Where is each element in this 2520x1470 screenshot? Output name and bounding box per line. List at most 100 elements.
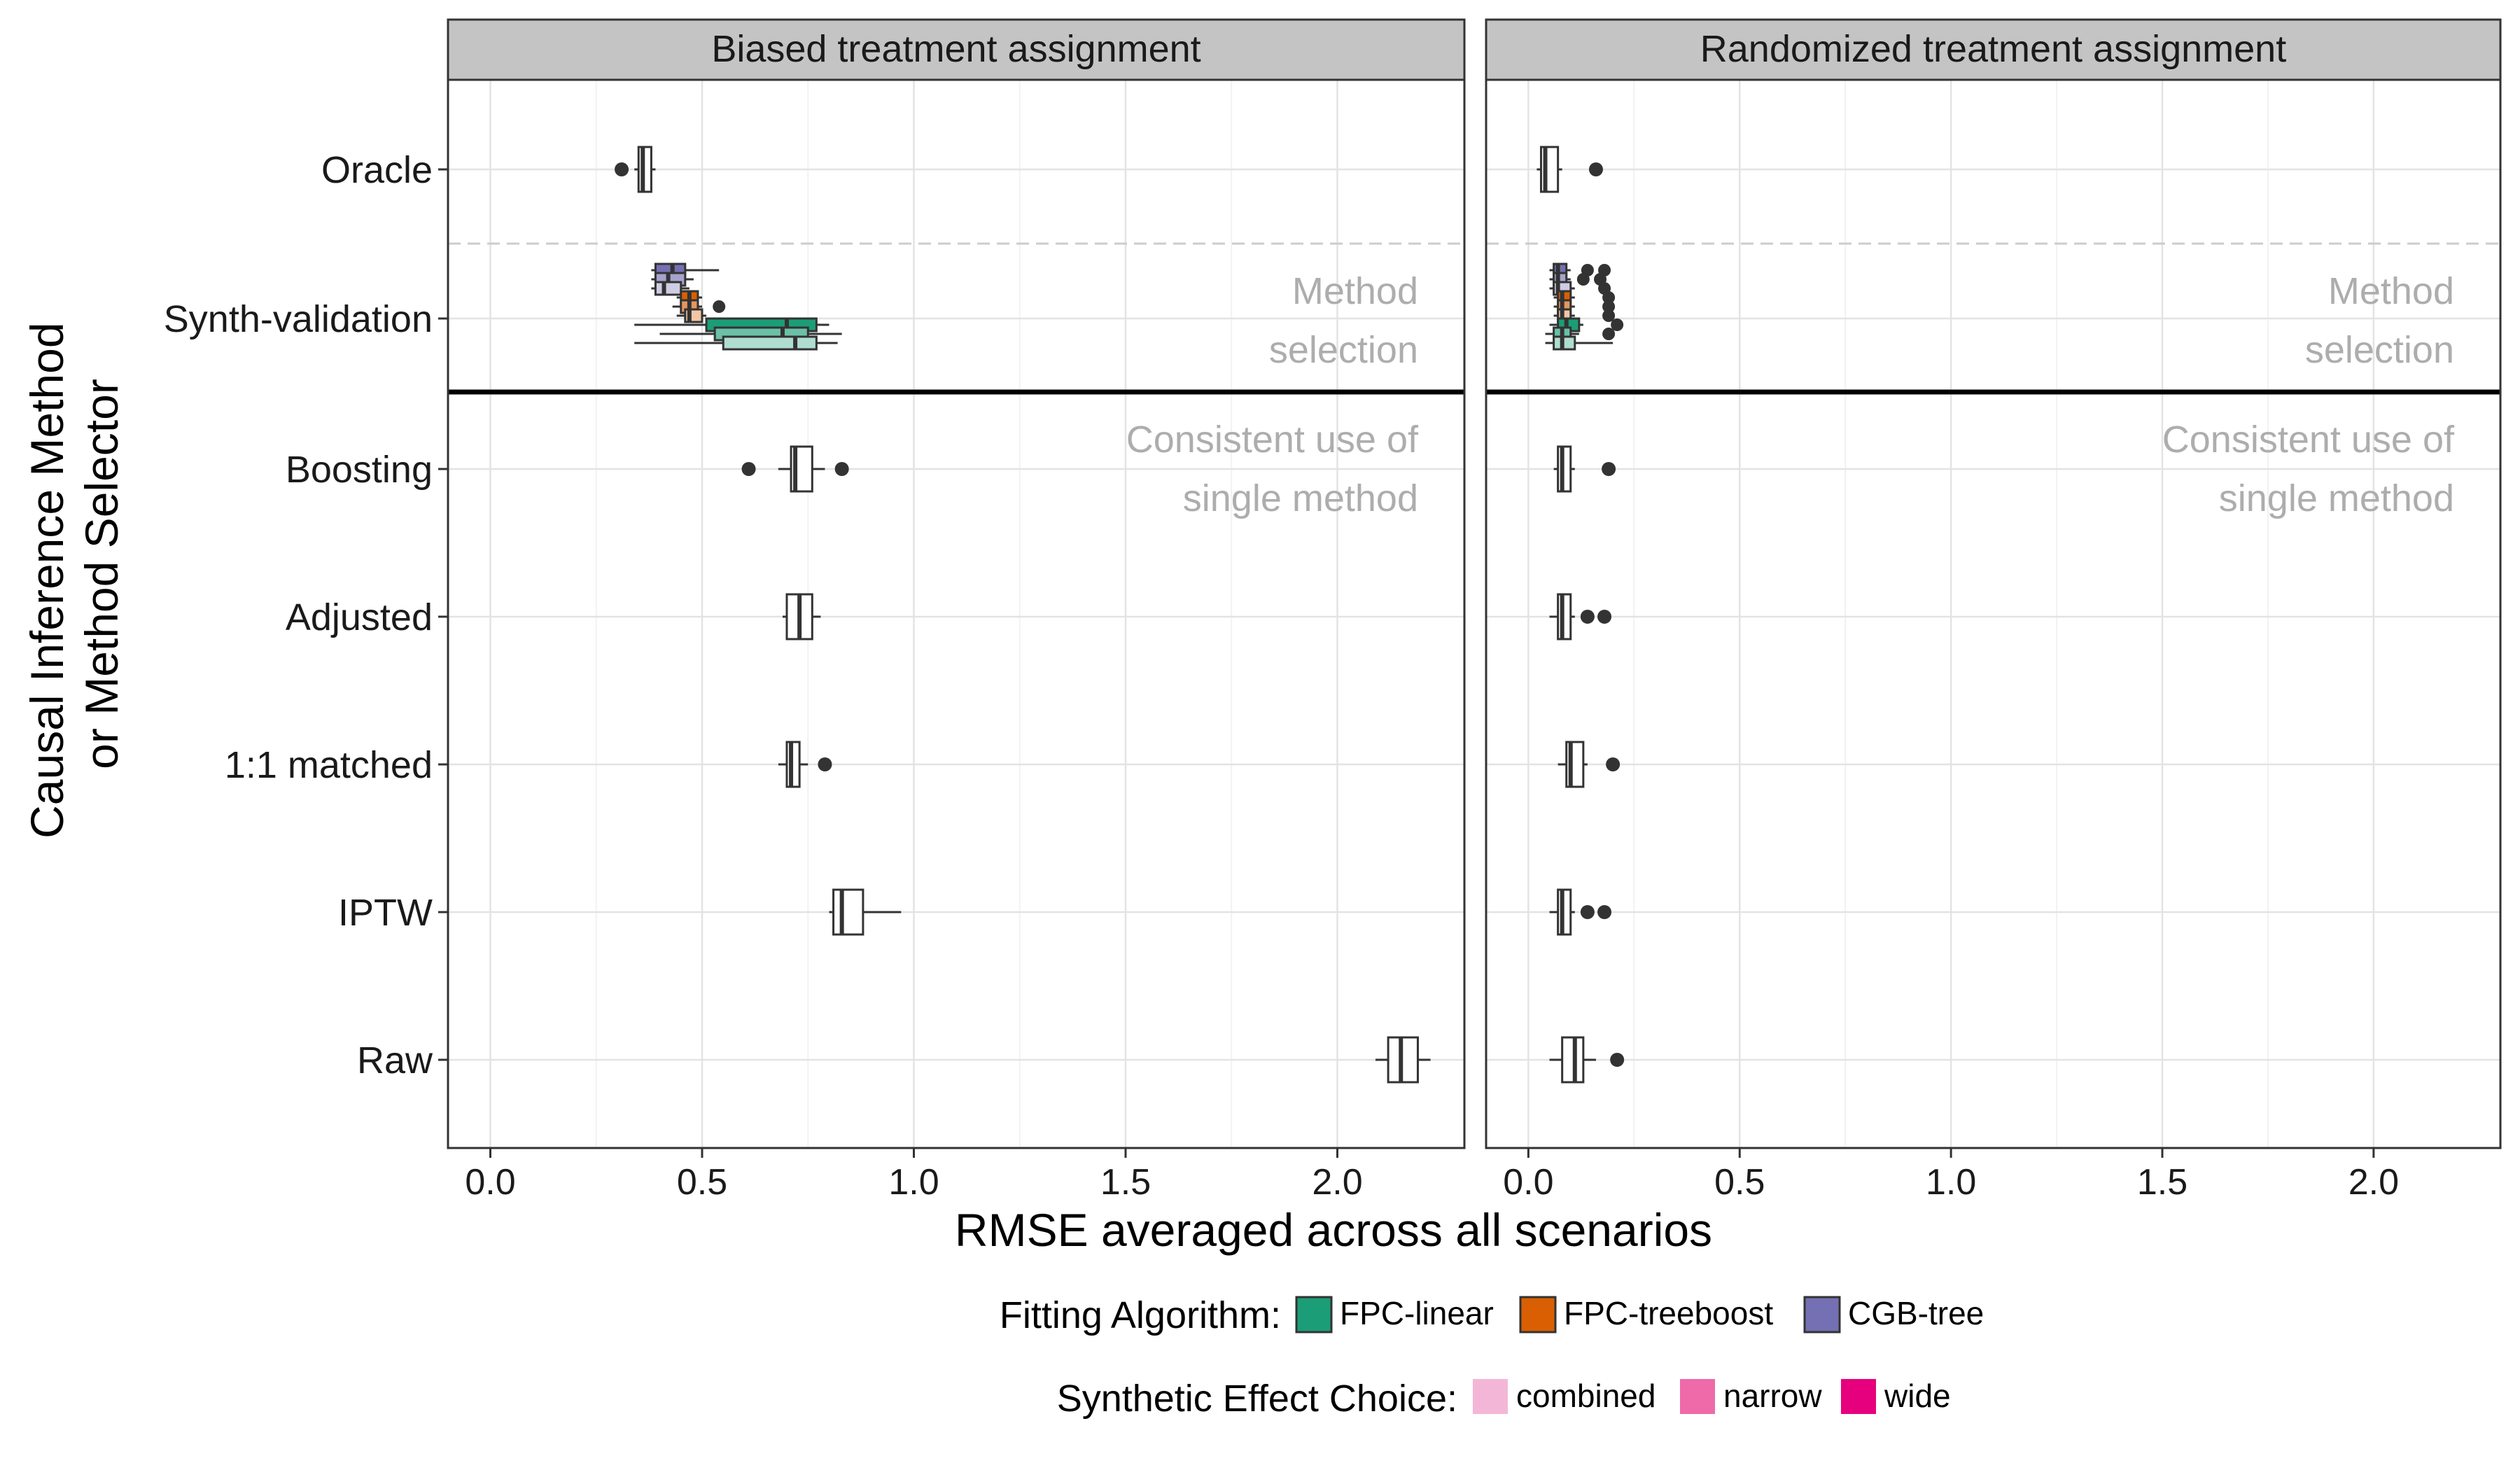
plot-background bbox=[1486, 80, 2500, 1148]
outlier-point bbox=[1597, 905, 1612, 919]
outlier-point bbox=[1602, 291, 1616, 304]
box-iqr bbox=[722, 335, 818, 351]
box-iqr bbox=[1557, 888, 1572, 936]
legend-label-combined: combined bbox=[1516, 1378, 1656, 1414]
outlier-point bbox=[1597, 610, 1612, 624]
legend-swatch-fpc-linear bbox=[1295, 1296, 1333, 1334]
outlier-point bbox=[834, 462, 849, 476]
legend-label-fpc-linear: FPC-linear bbox=[1340, 1295, 1494, 1331]
box-oracle bbox=[1536, 146, 1603, 193]
y-tick-label-oracle: Oracle bbox=[321, 149, 433, 191]
x-tick-label: 1.0 bbox=[888, 1162, 939, 1203]
y-tick-label-1-1-matched: 1:1 matched bbox=[225, 744, 433, 786]
box-adjusted bbox=[782, 593, 821, 640]
box-iqr bbox=[1557, 445, 1572, 493]
y-axis-title-line-1: Causal Inference Method bbox=[21, 322, 73, 838]
legend-label-fpc-treeboost: FPC-treeboost bbox=[1564, 1295, 1773, 1331]
panel-biased-treatment-assignment: Method selection Consistent use of single m… bbox=[164, 18, 1466, 1203]
annotation-selection: selection bbox=[1269, 329, 1418, 371]
outlier-point bbox=[1602, 462, 1616, 476]
annotation-single-method: single method bbox=[2219, 477, 2454, 519]
box-iptw bbox=[829, 888, 902, 936]
x-tick-label: 0.5 bbox=[677, 1162, 727, 1203]
box-1-1-matched bbox=[778, 741, 832, 788]
y-axis-title: Causal Inference Method or Method Select… bbox=[21, 309, 127, 839]
annotation-consistent-use: Consistent use of bbox=[1126, 419, 1419, 461]
panel-randomized-treatment-assignment: Method selection Consistent use of single m… bbox=[1485, 18, 2502, 1203]
outlier-point bbox=[1580, 905, 1595, 919]
outlier-point bbox=[1580, 610, 1595, 624]
box-iptw bbox=[1549, 888, 1612, 936]
box-iqr bbox=[654, 281, 682, 296]
legend-swatch-combined bbox=[1473, 1379, 1508, 1414]
box-1-1-matched bbox=[1558, 741, 1620, 788]
outlier-point bbox=[1602, 300, 1616, 313]
x-tick-label: 1.5 bbox=[1100, 1162, 1151, 1203]
y-tick-label-iptw: IPTW bbox=[338, 892, 433, 934]
x-tick-label: 2.0 bbox=[1312, 1162, 1362, 1203]
box-iqr bbox=[1561, 1036, 1585, 1084]
outlier-point bbox=[615, 162, 629, 176]
synth-box-cgb-tree-combined bbox=[651, 281, 690, 296]
annotation-method: Method bbox=[2328, 270, 2454, 312]
outlier-point bbox=[818, 757, 832, 771]
box-iqr bbox=[1387, 1036, 1419, 1084]
panel-strip bbox=[1485, 18, 2502, 81]
outlier-point bbox=[1588, 162, 1603, 176]
y-tick-label-raw: Raw bbox=[357, 1040, 433, 1082]
box-iqr bbox=[1553, 335, 1576, 351]
panel-strip bbox=[447, 18, 1466, 81]
box-iqr bbox=[637, 146, 652, 193]
box-raw bbox=[1375, 1036, 1431, 1084]
y-tick-label-boosting: Boosting bbox=[286, 449, 433, 491]
legend-label-cgb-tree: CGB-tree bbox=[1848, 1295, 1984, 1331]
annotation-method: Method bbox=[1292, 270, 1418, 312]
box-iqr bbox=[1557, 593, 1572, 640]
panel-title: Biased treatment assignment bbox=[711, 28, 1200, 70]
x-tick-label: 0.5 bbox=[1714, 1162, 1765, 1203]
outlier-point bbox=[713, 300, 726, 313]
synth-box-fpc-linear-combined bbox=[634, 335, 838, 351]
box-iqr bbox=[785, 741, 801, 788]
legend-swatch-fpc-treeboost bbox=[1519, 1296, 1557, 1334]
panel-title: Randomized treatment assignment bbox=[1700, 28, 2286, 70]
outlier-point bbox=[1576, 273, 1590, 286]
legend-label-wide: wide bbox=[1884, 1378, 1951, 1414]
outlier-point bbox=[1602, 309, 1616, 322]
legend-swatch-cgb-tree bbox=[1803, 1296, 1841, 1334]
outlier-point bbox=[741, 462, 756, 476]
box-boosting bbox=[741, 445, 849, 493]
synth-box-fpc-treeboost-combined bbox=[676, 308, 707, 323]
box-adjusted bbox=[1549, 593, 1612, 640]
x-tick-label: 0.0 bbox=[1503, 1162, 1553, 1203]
legend-swatch-narrow bbox=[1680, 1379, 1715, 1414]
box-iqr bbox=[832, 888, 864, 936]
plot-background bbox=[448, 80, 1464, 1148]
legend-algorithm-title: Fitting Algorithm: bbox=[1000, 1294, 1281, 1336]
annotation-consistent-use: Consistent use of bbox=[2162, 419, 2455, 461]
outlier-point bbox=[1610, 1053, 1625, 1067]
outlier-point bbox=[1602, 328, 1616, 340]
box-oracle bbox=[615, 146, 656, 193]
legend-label-narrow: narrow bbox=[1723, 1378, 1822, 1414]
legend-swatch-wide bbox=[1841, 1379, 1876, 1414]
box-raw bbox=[1549, 1036, 1625, 1084]
x-tick-label: 0.0 bbox=[465, 1162, 515, 1203]
legend-synthetic-effect: Synthetic Effect Choice: combined narrow… bbox=[1057, 1378, 1951, 1420]
x-tick-label: 1.5 bbox=[2137, 1162, 2188, 1203]
synth-box-fpc-treeboost-combined bbox=[1553, 308, 1616, 323]
box-boosting bbox=[1553, 445, 1616, 493]
y-tick-label-synth-validation: Synth-validation bbox=[164, 298, 433, 340]
annotation-selection: selection bbox=[2305, 329, 2454, 371]
y-tick-label-adjusted: Adjusted bbox=[286, 596, 433, 638]
y-axis-title-line-2: or Method Selector bbox=[76, 379, 127, 769]
legend-fitting-algorithm: Fitting Algorithm: FPC-linear FPC-treebo… bbox=[1000, 1294, 1984, 1336]
annotation-single-method: single method bbox=[1183, 477, 1418, 519]
synth-box-fpc-linear-combined bbox=[1545, 335, 1614, 351]
panels: Method selection Consistent use of single m… bbox=[164, 18, 2502, 1203]
x-tick-label: 1.0 bbox=[1926, 1162, 1976, 1203]
x-tick-label: 2.0 bbox=[2348, 1162, 2399, 1203]
legend-effect-title: Synthetic Effect Choice: bbox=[1057, 1378, 1457, 1420]
outlier-point bbox=[1606, 757, 1620, 771]
